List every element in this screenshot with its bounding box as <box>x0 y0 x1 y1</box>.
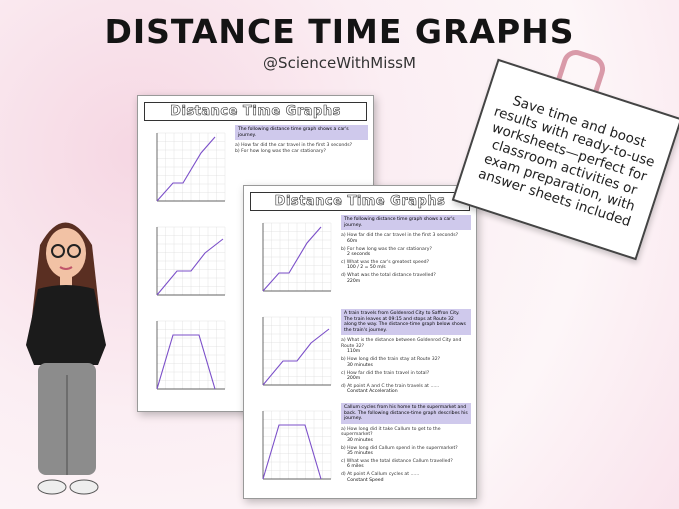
section <box>143 313 368 405</box>
answer: 100 / 2 = 50 m/s <box>347 265 386 271</box>
section-text: A train travels from Goldenrod City to S… <box>337 309 471 401</box>
section: The following distance time graph shows … <box>143 125 368 217</box>
section-intro: The following distance time graph shows … <box>341 215 471 231</box>
answer: 2 seconds <box>347 252 371 257</box>
section: A train travels from Goldenrod City to S… <box>249 309 471 401</box>
sticky-note: Save time and boost results with ready-to… <box>451 58 679 261</box>
answer: 30 minutes <box>347 362 373 368</box>
question: d) At point A Callum cycles at ...... <box>341 472 420 478</box>
question: b) For how long was the car stationary? <box>235 148 326 154</box>
section-text: The following distance time graph shows … <box>337 215 471 307</box>
answer: 110m <box>347 349 361 355</box>
question: c) How far did the train travel in total… <box>341 370 430 376</box>
question: a) What is the distance between Goldenro… <box>341 338 462 349</box>
question: b) How long did the train stay at Route … <box>341 357 441 363</box>
handle: @ScienceWithMissM <box>263 54 416 72</box>
page-title: DISTANCE TIME GRAPHS <box>104 12 575 51</box>
question: d) At point A and C the train travels at… <box>341 384 440 389</box>
question: d) What was the total distance travelled… <box>341 273 436 279</box>
graph-illustration <box>262 222 332 292</box>
answer: 30 minutes <box>347 437 373 443</box>
section-intro: The following distance time graph shows … <box>235 125 368 141</box>
graph-illustration <box>156 132 226 202</box>
question: b) For how long was the car stationary? <box>341 246 432 252</box>
question: c) What was the car's greatest speed? <box>341 260 430 265</box>
section-text: The following distance time graph shows … <box>231 125 368 217</box>
question: a) How long did it take Callum to get to… <box>341 426 441 438</box>
front-worksheet: Distance Time Graphs The following dista… <box>243 185 477 499</box>
avatar <box>26 222 106 495</box>
section-intro: Callum cycles from his home to the super… <box>341 403 471 424</box>
section: Callum cycles from his home to the super… <box>249 403 471 495</box>
question: a) How far did the car travel in the fir… <box>235 143 353 149</box>
back-sheet-title: Distance Time Graphs <box>144 102 367 121</box>
answer: 220m <box>347 278 361 284</box>
section <box>143 219 368 311</box>
graph-illustration <box>262 410 332 480</box>
question: a) How far did the car travel in the fir… <box>341 233 459 239</box>
question: b) How long did Callum spend in the supe… <box>341 445 458 451</box>
front-sheet-title: Distance Time Graphs <box>250 192 470 211</box>
question: c) What was the total distance Callum tr… <box>341 459 453 464</box>
graph-illustration <box>156 226 226 296</box>
answer: 35 minutes <box>347 451 373 456</box>
answer: 6 miles <box>347 464 364 470</box>
section: The following distance time graph shows … <box>249 215 471 307</box>
graph-illustration <box>262 316 332 386</box>
answer: 200m <box>347 376 361 381</box>
answer: Constant Speed <box>347 477 384 483</box>
answer: 60m <box>347 238 358 244</box>
graph-illustration <box>156 320 226 390</box>
answer: Constant Acceleration <box>347 389 398 395</box>
section-text: Callum cycles from his home to the super… <box>337 403 471 495</box>
section-intro: A train travels from Goldenrod City to S… <box>341 309 471 336</box>
